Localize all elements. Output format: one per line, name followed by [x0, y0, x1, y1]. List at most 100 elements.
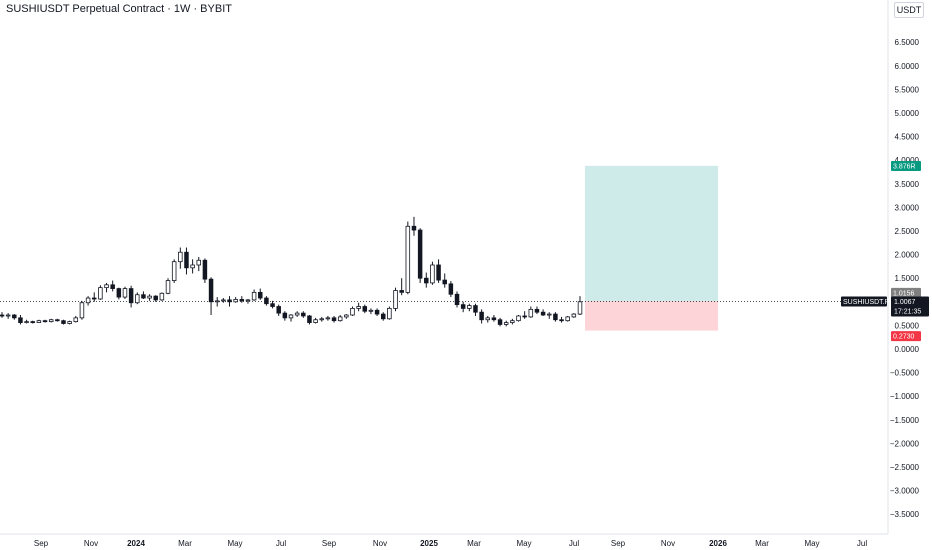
candle[interactable] [436, 259, 441, 283]
candle[interactable] [288, 314, 294, 322]
candle[interactable] [55, 318, 60, 322]
candle[interactable] [159, 292, 165, 301]
candle[interactable] [448, 281, 454, 298]
candle[interactable] [497, 317, 503, 327]
candle[interactable] [405, 221, 411, 295]
candle[interactable] [0, 312, 5, 318]
candle[interactable] [571, 313, 577, 318]
candle[interactable] [171, 259, 177, 283]
candle[interactable] [270, 300, 275, 309]
candle[interactable] [460, 301, 466, 313]
candle[interactable] [116, 287, 122, 300]
candle[interactable] [48, 318, 54, 323]
candle[interactable] [362, 304, 368, 314]
candle[interactable] [128, 285, 134, 308]
candle[interactable] [258, 288, 263, 300]
candle[interactable] [153, 295, 158, 302]
candle[interactable] [214, 297, 220, 307]
candle[interactable] [356, 302, 361, 312]
candle[interactable] [485, 315, 491, 323]
candle[interactable] [522, 311, 527, 319]
candle[interactable] [547, 312, 552, 319]
candle[interactable] [442, 273, 447, 288]
candle[interactable] [393, 287, 398, 312]
candle[interactable] [350, 306, 355, 316]
candle[interactable] [417, 228, 423, 283]
candle[interactable] [534, 306, 540, 315]
candle[interactable] [85, 296, 91, 306]
candle[interactable] [516, 315, 521, 322]
candle[interactable] [313, 317, 318, 324]
candle[interactable] [424, 272, 429, 288]
candle[interactable] [411, 216, 417, 236]
candle[interactable] [307, 315, 312, 325]
candle[interactable] [491, 315, 497, 322]
candle[interactable] [325, 315, 331, 321]
candle[interactable] [5, 313, 11, 319]
candle[interactable] [387, 306, 392, 320]
candle[interactable] [245, 298, 251, 304]
candle[interactable] [18, 315, 23, 325]
candle[interactable] [202, 258, 208, 283]
candle[interactable] [184, 247, 189, 275]
currency-button[interactable]: USDT [894, 2, 924, 18]
candle[interactable] [110, 280, 115, 292]
candle[interactable] [264, 296, 269, 306]
candle[interactable] [565, 315, 570, 322]
candle[interactable] [251, 289, 257, 301]
candle[interactable] [540, 309, 546, 316]
candle[interactable] [368, 308, 374, 315]
candle[interactable] [30, 320, 35, 324]
candle[interactable] [430, 261, 435, 285]
candle[interactable] [104, 282, 109, 293]
candle[interactable] [510, 318, 515, 325]
candle[interactable] [196, 256, 202, 272]
candle[interactable] [208, 277, 214, 316]
candle[interactable] [503, 320, 509, 327]
candle[interactable] [553, 312, 558, 322]
candle-body [270, 303, 275, 307]
candle[interactable] [239, 296, 245, 303]
candle[interactable] [380, 312, 386, 321]
candle[interactable] [36, 319, 42, 324]
candle[interactable] [12, 314, 17, 320]
candle[interactable] [98, 285, 103, 300]
candle[interactable] [479, 309, 484, 324]
candle[interactable] [344, 314, 349, 319]
target-zone[interactable] [585, 165, 718, 302]
candle[interactable] [399, 278, 404, 296]
candle[interactable] [577, 296, 583, 316]
candle[interactable] [473, 303, 478, 316]
candle[interactable] [319, 316, 324, 322]
candle[interactable] [165, 278, 171, 295]
candle[interactable] [221, 298, 226, 303]
candle[interactable] [528, 306, 534, 318]
candle[interactable] [178, 247, 183, 269]
candle[interactable] [122, 286, 128, 299]
candle[interactable] [337, 315, 343, 322]
candle[interactable] [331, 315, 337, 323]
candle[interactable] [374, 308, 380, 316]
candle[interactable] [79, 300, 85, 320]
candle[interactable] [282, 311, 288, 321]
candle[interactable] [147, 294, 152, 301]
candle[interactable] [467, 303, 472, 312]
candle[interactable] [135, 292, 140, 305]
candle[interactable] [42, 319, 48, 323]
candle[interactable] [559, 316, 564, 323]
candle[interactable] [301, 311, 306, 318]
candle[interactable] [67, 320, 72, 325]
stop-zone[interactable] [585, 301, 718, 331]
candle[interactable] [73, 315, 79, 323]
candle[interactable] [190, 259, 195, 274]
candle[interactable] [227, 296, 232, 307]
candle[interactable] [61, 319, 66, 325]
candle[interactable] [233, 297, 238, 303]
candle[interactable] [141, 291, 146, 299]
candle[interactable] [276, 304, 281, 316]
candle[interactable] [454, 291, 460, 308]
candle[interactable] [91, 292, 97, 302]
candle[interactable] [24, 319, 29, 324]
candle[interactable] [294, 311, 300, 317]
